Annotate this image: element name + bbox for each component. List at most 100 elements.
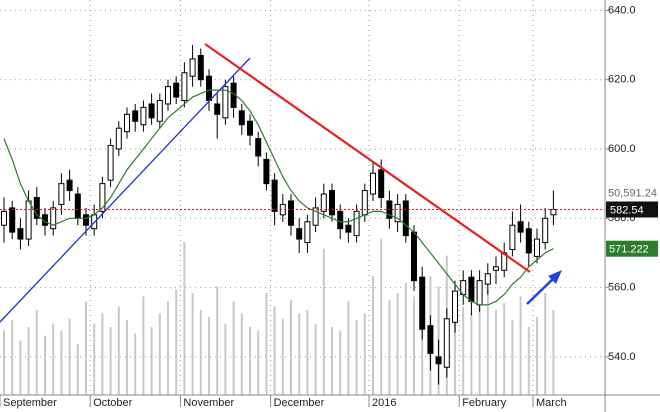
volume-bar [363,313,366,395]
candle-body [124,113,130,133]
candle-body [165,86,171,105]
candle-body [304,221,311,244]
candle-body [9,207,16,233]
candle-body [435,356,442,365]
candle-body [107,145,114,181]
candle-body [181,72,188,101]
volume-bar [199,310,202,395]
candle-body [25,200,32,240]
x-tick-label: October [93,397,132,409]
volume-bar [462,306,465,395]
volume-bar [117,306,120,395]
volume-bar [281,318,284,395]
y-tick-label: 640.0 [608,4,636,16]
candle-body [132,110,139,122]
volume-bar [11,320,14,395]
candle-body [214,103,221,115]
arrow-head [548,270,562,284]
candle-body [74,193,81,219]
candle-body [271,179,278,212]
volume-bar [355,320,358,395]
volume-bar [240,313,243,395]
x-tick-label: February [462,397,507,409]
volume-bar [52,323,55,395]
moving-average [3,89,554,306]
candle-body [378,169,385,198]
candle-body [58,183,65,205]
volume-bar [183,242,186,395]
candle-body [509,224,516,250]
volume-bar [60,330,63,395]
volume-bar [339,330,342,395]
volume-bar [142,296,145,395]
candle-body [83,214,89,226]
y-tick-label: 540.0 [608,351,636,363]
candle-body [263,158,270,185]
last-price-tag [606,201,658,218]
candle-body [156,99,163,122]
volume-bar [167,301,169,395]
volume-bar [552,310,555,395]
candle-body [329,190,335,216]
volume-bar [478,299,481,395]
candle-body [296,228,303,240]
volume-bar [544,293,547,395]
y-tick-label: 560.0 [608,281,636,293]
volume-bar [470,313,473,395]
candle-body [476,280,483,306]
volume-bar [322,248,325,395]
candle-body [525,228,532,254]
volume-bar [511,320,514,395]
volume-bar [93,323,96,395]
candle-body [197,54,204,81]
candle-body [50,207,57,230]
candle-body [493,266,499,271]
candle-body [206,75,212,101]
candle-body [255,138,262,157]
candle-body [468,276,475,302]
candle-body [411,231,417,282]
trendline-blue [0,57,251,323]
volume-bar [396,293,399,395]
volume-bar [126,320,128,395]
x-tick-label: March [536,397,567,409]
candle-body [542,217,549,244]
volume-bar [306,310,309,395]
last-price-label: 582.54 [610,204,644,216]
candle-body [534,238,540,257]
candle-body [370,172,376,195]
volume-bar [495,310,497,395]
candle-body [361,190,368,216]
candle-body [484,273,491,285]
volume-bar [232,301,235,395]
volume-bar [486,289,489,395]
ma-tag [606,240,658,257]
volume-bar [85,301,87,395]
candle-body [337,210,344,230]
volume-bar [158,313,161,395]
volume-bar [454,293,456,395]
candle-body [353,210,360,237]
candle-body [419,276,426,330]
volume-bar [413,296,415,395]
candle-body [148,103,155,119]
candle-body [66,179,73,192]
volume-bar [527,327,530,395]
candle-body [247,120,253,136]
candle-body [17,228,24,240]
candle-body [427,325,434,354]
volume-bar [19,340,22,395]
candle-body [189,58,196,77]
candle-body [173,82,180,98]
volume-bar [109,327,112,395]
volume-bar [372,276,374,395]
candle-body [345,224,352,233]
candle-body [402,200,409,237]
candle-body [394,203,401,223]
volume-bar [3,330,5,395]
volume-bar [216,286,219,395]
candle-body [99,183,106,212]
grid [0,0,605,395]
volume-bar [290,299,292,395]
